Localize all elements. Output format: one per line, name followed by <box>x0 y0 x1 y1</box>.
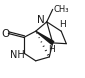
Text: NH: NH <box>10 50 24 60</box>
Text: N: N <box>37 15 45 25</box>
Polygon shape <box>36 31 54 44</box>
Text: H: H <box>48 45 55 54</box>
Text: H: H <box>59 20 66 29</box>
Text: CH₃: CH₃ <box>54 5 69 14</box>
Text: O: O <box>2 29 10 39</box>
